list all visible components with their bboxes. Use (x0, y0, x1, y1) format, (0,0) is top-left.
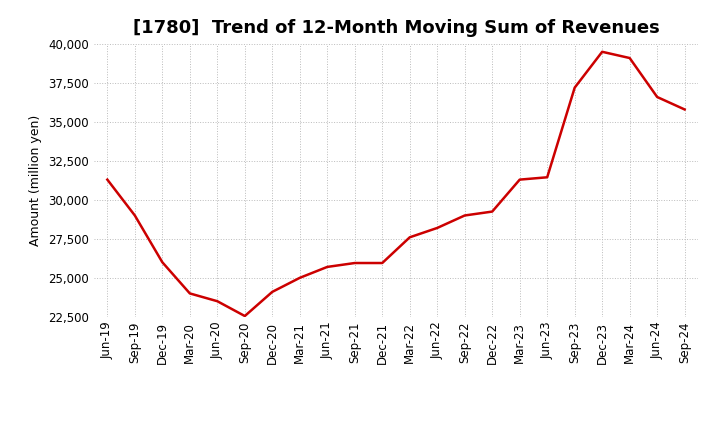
Y-axis label: Amount (million yen): Amount (million yen) (30, 115, 42, 246)
Title: [1780]  Trend of 12-Month Moving Sum of Revenues: [1780] Trend of 12-Month Moving Sum of R… (132, 19, 660, 37)
